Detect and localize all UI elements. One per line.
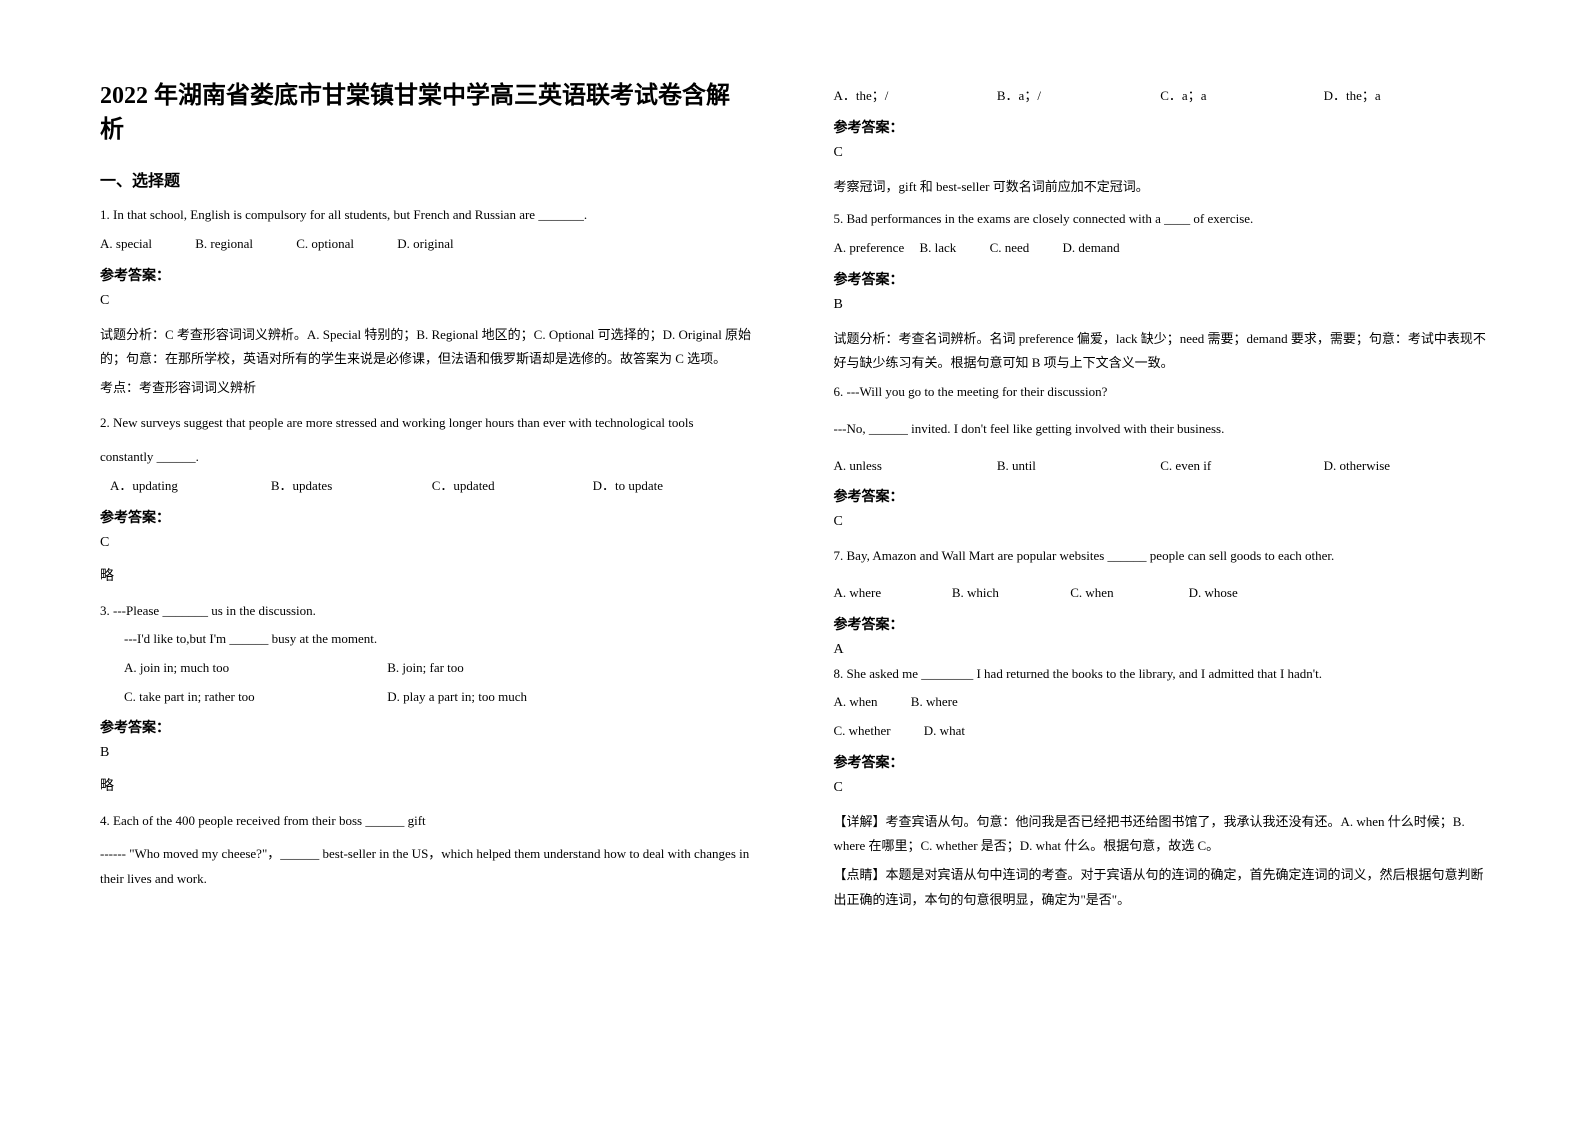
q1-opt-b: B. regional: [195, 232, 253, 257]
q8-options-row1: A. when B. where: [834, 690, 1488, 715]
answer-label: 参考答案：: [100, 717, 754, 737]
q2-stem-1: 2. New surveys suggest that people are m…: [100, 411, 754, 436]
exam-title: 2022 年湖南省娄底市甘棠镇甘棠中学高三英语联考试卷含解析: [100, 80, 754, 147]
q8-stem: 8. She asked me ________ I had returned …: [834, 662, 1488, 687]
q8-options-row2: C. whether D. what: [834, 719, 1488, 744]
q1-explain-1: 试题分析：C 考查形容词词义辨析。A. Special 特别的；B. Regio…: [100, 323, 754, 372]
q8-answer: C: [834, 780, 1488, 796]
q6-answer: C: [834, 514, 1488, 530]
q1-options: A. special B. regional C. optional D. or…: [100, 232, 754, 257]
q2-opt-c: C．updated: [432, 474, 593, 499]
q5-options: A. preference B. lack C. need D. demand: [834, 236, 1488, 261]
q4-opt-d: D．the；a: [1324, 84, 1487, 109]
q5-opt-d: D. demand: [1063, 236, 1120, 261]
q3-options-row1: A. join in; much too B. join; far too: [100, 656, 754, 681]
q3-stem-1: 3. ---Please _______ us in the discussio…: [100, 599, 754, 624]
answer-label: 参考答案：: [834, 752, 1488, 772]
q8-opt-b: B. where: [911, 690, 958, 715]
right-column: A．the；/ B．a；/ C．a；a D．the；a 参考答案： C 考察冠词…: [834, 80, 1488, 916]
q7-opt-d: D. whose: [1189, 581, 1307, 606]
q4-opt-a: A．the；/: [834, 84, 997, 109]
q7-answer: A: [834, 642, 1488, 658]
q3-stem-2: ---I'd like to,but I'm ______ busy at th…: [100, 627, 754, 652]
q4-answer: C: [834, 145, 1488, 161]
q1-answer: C: [100, 293, 754, 309]
q3-answer: B: [100, 745, 754, 761]
answer-label: 参考答案：: [834, 486, 1488, 506]
q8-explain-2: 【点睛】本题是对宾语从句中连词的考查。对于宾语从句的连词的确定，首先确定连词的词…: [834, 863, 1488, 912]
q6-stem-2: ---No, ______ invited. I don't feel like…: [834, 417, 1488, 442]
q2-opt-b: B．updates: [271, 474, 432, 499]
section-heading: 一、选择题: [100, 167, 754, 191]
q1-explain-2: 考点：考查形容词词义辨析: [100, 376, 754, 401]
left-column: 2022 年湖南省娄底市甘棠镇甘棠中学高三英语联考试卷含解析 一、选择题 1. …: [100, 80, 754, 916]
q8-opt-d: D. what: [924, 719, 965, 744]
q2-answer: C: [100, 535, 754, 551]
q6-opt-b: B. until: [997, 454, 1160, 479]
q6-options: A. unless B. until C. even if D. otherwi…: [834, 454, 1488, 479]
q2-opt-a: A．updating: [110, 474, 271, 499]
q3-opt-c: C. take part in; rather too: [124, 685, 324, 710]
q3-opt-d: D. play a part in; too much: [387, 685, 527, 710]
q2-stem-2: constantly ______.: [100, 445, 754, 470]
q2-explain: 略: [100, 565, 754, 585]
q5-opt-c: C. need: [990, 236, 1030, 261]
q5-answer: B: [834, 297, 1488, 313]
q2-options: A．updating B．updates C．updated D．to upda…: [100, 474, 754, 499]
q6-opt-a: A. unless: [834, 454, 997, 479]
q7-opt-c: C. when: [1070, 581, 1188, 606]
q4-stem-1: 4. Each of the 400 people received from …: [100, 809, 754, 834]
q5-opt-b: B. lack: [919, 236, 956, 261]
q5-opt-a: A. preference: [834, 236, 905, 261]
answer-label: 参考答案：: [100, 507, 754, 527]
q3-explain: 略: [100, 775, 754, 795]
q7-options: A. where B. which C. when D. whose: [834, 581, 1488, 606]
q7-opt-b: B. which: [952, 581, 1070, 606]
q1-stem: 1. In that school, English is compulsory…: [100, 203, 754, 228]
q7-opt-a: A. where: [834, 581, 952, 606]
q6-stem-1: 6. ---Will you go to the meeting for the…: [834, 380, 1488, 405]
answer-label: 参考答案：: [834, 614, 1488, 634]
q3-options-row2: C. take part in; rather too D. play a pa…: [100, 685, 754, 710]
q8-opt-a: A. when: [834, 690, 878, 715]
q8-opt-c: C. whether: [834, 719, 891, 744]
q1-opt-d: D. original: [397, 232, 453, 257]
q4-opt-b: B．a；/: [997, 84, 1160, 109]
q4-options: A．the；/ B．a；/ C．a；a D．the；a: [834, 84, 1488, 109]
q1-opt-a: A. special: [100, 232, 152, 257]
answer-label: 参考答案：: [834, 269, 1488, 289]
q5-stem: 5. Bad performances in the exams are clo…: [834, 207, 1488, 232]
q5-explain: 试题分析：考查名词辨析。名词 preference 偏爱，lack 缺少；nee…: [834, 327, 1488, 376]
q4-explain: 考察冠词，gift 和 best-seller 可数名词前应加不定冠词。: [834, 175, 1488, 200]
q2-opt-d: D．to update: [593, 474, 754, 499]
q3-opt-a: A. join in; much too: [124, 656, 324, 681]
q7-stem: 7. Bay, Amazon and Wall Mart are popular…: [834, 544, 1488, 569]
q8-explain-1: 【详解】考查宾语从句。句意：他问我是否已经把书还给图书馆了，我承认我还没有还。A…: [834, 810, 1488, 859]
q6-opt-d: D. otherwise: [1324, 454, 1487, 479]
q1-opt-c: C. optional: [296, 232, 354, 257]
q6-opt-c: C. even if: [1160, 454, 1323, 479]
answer-label: 参考答案：: [834, 117, 1488, 137]
q3-opt-b: B. join; far too: [387, 656, 464, 681]
answer-label: 参考答案：: [100, 265, 754, 285]
q4-stem-2: ------ "Who moved my cheese?"，______ bes…: [100, 842, 754, 891]
q4-opt-c: C．a；a: [1160, 84, 1323, 109]
